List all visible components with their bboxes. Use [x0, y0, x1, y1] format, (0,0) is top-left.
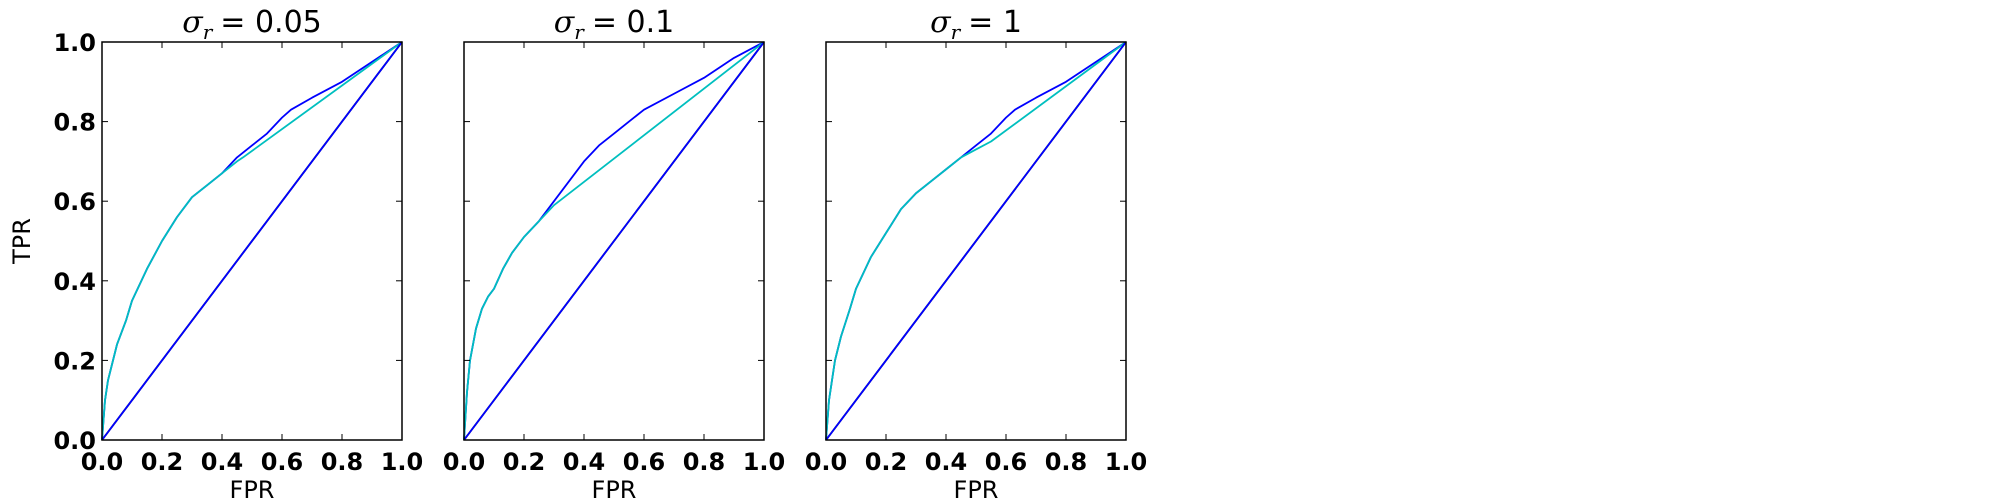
title-symbol: σ — [930, 5, 952, 40]
series-line-2 — [101, 41, 403, 441]
chart-title: σr = 0.05 — [182, 5, 322, 44]
x-tick-label: 0.2 — [141, 448, 184, 476]
plot-frame — [825, 41, 1127, 441]
x-axis-label: FPR — [230, 476, 275, 500]
x-tick-label: 0.4 — [201, 448, 244, 476]
chart-title: σr = 1 — [930, 5, 1022, 44]
x-tick-label: 0.8 — [1045, 448, 1088, 476]
title-subscript: r — [951, 20, 962, 44]
x-tick-label: 0.8 — [683, 448, 726, 476]
series-line-2 — [825, 41, 1127, 441]
y-tick-label: 0.8 — [53, 109, 96, 137]
x-tick-label: 0.4 — [563, 448, 606, 476]
chart-panel-3: 0.0 0.2 0.4 0.6 0.8 1.0 FPR σr = 1 — [805, 5, 1148, 500]
y-tick-label: 1.0 — [53, 29, 96, 57]
x-tick-label: 0.6 — [261, 448, 304, 476]
y-tick-label: 0.6 — [53, 188, 96, 216]
x-tick-label: 0.0 — [443, 448, 486, 476]
series-line-4 — [463, 41, 765, 441]
chart-panel-1: 0.0 0.2 0.4 0.6 0.8 1.0 0.0 0.2 0.4 0.6 0.8 1.0 FPR T… — [8, 5, 423, 500]
y-axis-label: TPR — [8, 218, 36, 265]
chart-title: σr = 0.1 — [554, 5, 674, 44]
x-axis-label: FPR — [954, 476, 999, 500]
title-value: = 0.05 — [220, 5, 321, 40]
y-tick-label: 0.2 — [53, 347, 96, 375]
x-tick-label: 0.6 — [985, 448, 1028, 476]
x-tick-label: 0.4 — [925, 448, 968, 476]
chart-panel-2: 0.0 0.2 0.4 0.6 0.8 1.0 FPR σr = 0.1 — [443, 5, 786, 500]
x-tick-label: 0.0 — [81, 448, 124, 476]
x-tick-label: 0.8 — [321, 448, 364, 476]
title-value: = 1 — [968, 5, 1022, 40]
y-tick-label: 0.4 — [53, 268, 96, 296]
x-tick-label: 0.6 — [623, 448, 666, 476]
title-subscript: r — [203, 20, 214, 44]
x-tick-label: 0.2 — [503, 448, 546, 476]
title-value: = 0.1 — [592, 5, 674, 40]
x-axis-label: FPR — [592, 476, 637, 500]
x-tick-label: 1.0 — [1105, 448, 1148, 476]
title-symbol: σ — [182, 5, 204, 40]
x-tick-label: 1.0 — [743, 448, 786, 476]
title-symbol: σ — [554, 5, 576, 40]
x-tick-label: 1.0 — [381, 448, 424, 476]
plot-frame — [463, 41, 765, 441]
x-tick-label: 0.2 — [865, 448, 908, 476]
plot-frame — [101, 41, 403, 441]
series-line-4 — [101, 41, 403, 441]
x-tick-label: 0.0 — [805, 448, 848, 476]
title-subscript: r — [574, 20, 585, 44]
y-tick-label: 0.0 — [53, 427, 96, 455]
series-line-4 — [825, 41, 1127, 441]
